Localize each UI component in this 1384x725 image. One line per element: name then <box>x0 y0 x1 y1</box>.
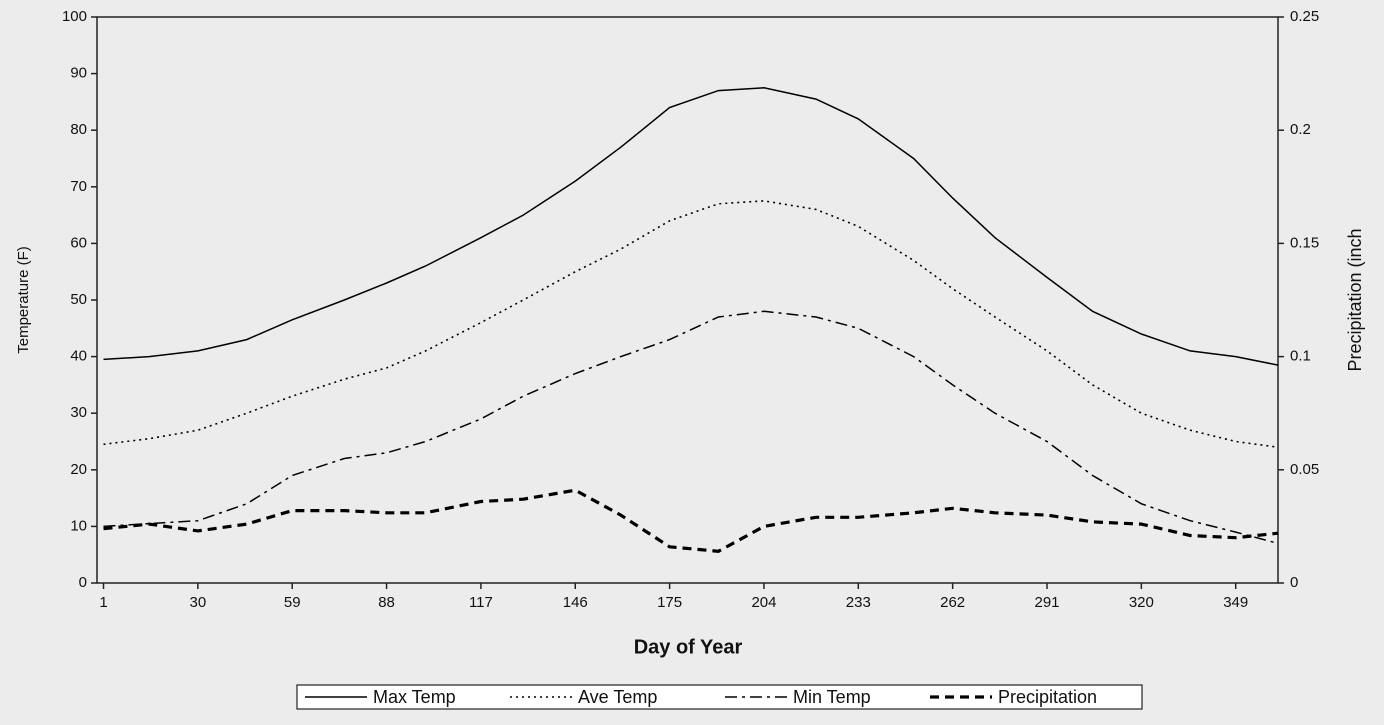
y-axis-label: Temperature (F) <box>15 246 32 354</box>
legend-label: Max Temp <box>373 687 456 707</box>
y-tick-label: 60 <box>70 234 87 251</box>
y-tick-label: 80 <box>70 121 87 138</box>
y-tick-label: 10 <box>70 517 87 534</box>
series-line <box>103 200 1279 448</box>
x-tick-label: 320 <box>1129 594 1154 611</box>
x-tick-label: 88 <box>378 594 395 611</box>
x-tick-label: 291 <box>1034 594 1059 611</box>
x-tick-label: 262 <box>940 594 965 611</box>
y2-tick-label: 0.25 <box>1290 8 1319 25</box>
x-tick-label: 1 <box>99 594 107 611</box>
y-tick-label: 0 <box>79 574 87 591</box>
legend-label: Min Temp <box>793 687 871 707</box>
x-tick-label: 59 <box>284 594 301 611</box>
y-tick-label: 100 <box>62 8 87 25</box>
series-line <box>103 310 1279 545</box>
x-tick-label: 233 <box>846 594 871 611</box>
y2-tick-label: 0.2 <box>1290 121 1311 138</box>
y2-tick-label: 0.1 <box>1290 348 1311 365</box>
y2-tick-label: 0.15 <box>1290 234 1319 251</box>
legend-label: Ave Temp <box>578 687 657 707</box>
legend-label: Precipitation <box>998 687 1097 707</box>
y2-axis-label: Precipitation (inch <box>1345 228 1365 371</box>
x-tick-label: 204 <box>751 594 776 611</box>
y-tick-label: 20 <box>70 461 87 478</box>
y-tick-label: 90 <box>70 65 87 82</box>
x-axis-label: Day of Year <box>634 636 743 658</box>
legend-box <box>296 684 1143 710</box>
x-tick-label: 146 <box>563 594 588 611</box>
y2-tick-label: 0 <box>1290 574 1298 591</box>
x-tick-label: 175 <box>657 594 682 611</box>
series-line <box>103 87 1279 366</box>
x-tick-label: 30 <box>190 594 207 611</box>
y-tick-label: 70 <box>70 178 87 195</box>
x-tick-label: 117 <box>469 594 493 611</box>
y-tick-label: 30 <box>70 404 87 421</box>
y2-tick-label: 0.05 <box>1290 461 1319 478</box>
y-tick-label: 50 <box>70 291 87 308</box>
y-tick-label: 40 <box>70 348 87 365</box>
series-line <box>103 488 1279 553</box>
x-tick-label: 349 <box>1223 594 1248 611</box>
